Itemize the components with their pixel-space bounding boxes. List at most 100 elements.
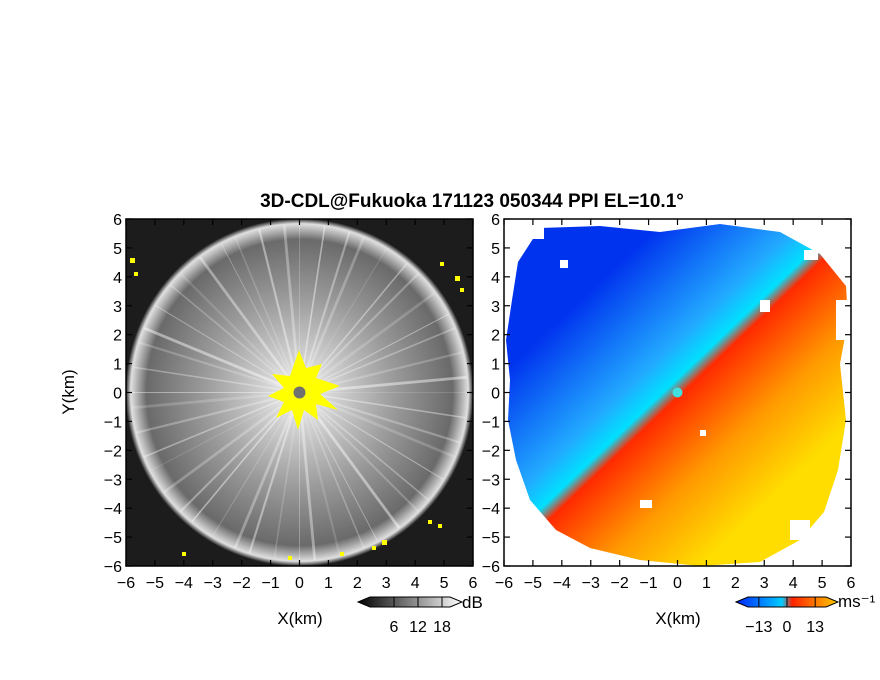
y-tick-label: 2	[491, 328, 500, 345]
velocity-tick-marks	[503, 218, 852, 567]
velocity-colorbar: −13 0 13 ms⁻¹	[734, 592, 876, 636]
y-tick-label: 0	[491, 386, 500, 403]
x-tick-label: 4	[789, 575, 798, 592]
reflectivity-colorbar: 6 12 18 dB	[356, 593, 483, 636]
velocity-radar-site-marker	[672, 387, 683, 398]
x-tick-label: −1	[261, 575, 279, 592]
reflectivity-tick-marks	[125, 218, 474, 567]
x-tick-label: 2	[353, 575, 362, 592]
y-tick-label: −6	[104, 559, 122, 576]
colorbar-tick-label: 0	[783, 619, 792, 636]
radial-streak	[298, 391, 420, 513]
y-tick-label: 5	[113, 241, 122, 258]
velocity-x-tick-labels: −6 −5 −4 −3 −2 −1 0 1 2 3 4 5 6	[495, 575, 856, 592]
y-tick-label: −5	[104, 530, 122, 547]
velocity-panel: −6 −5 −4 −3 −2 −1 0 1 2 3 4 5 6 6543210−1−2−3−4−5−6 …	[482, 212, 856, 628]
radial-streak	[136, 391, 300, 434]
x-tick-label: 5	[440, 575, 449, 592]
y-tick-label: 5	[491, 241, 500, 258]
radial-streak	[298, 272, 420, 394]
radial-streak	[258, 229, 301, 393]
y-tick-label: 6	[113, 212, 122, 229]
reflectivity-y-tick-labels: 6 5 4 3 2 1 0 −1 −2 −3 −4 −5 −6	[104, 212, 122, 576]
y-tick-label: 0	[113, 386, 122, 403]
radial-streak	[133, 366, 300, 394]
reflectivity-colorbar-unit: dB	[462, 593, 483, 612]
reflectivity-x-axis-label: X(km)	[277, 609, 322, 628]
radial-streak	[248, 392, 301, 554]
x-tick-label: −3	[582, 575, 600, 592]
x-tick-label: 0	[295, 575, 304, 592]
radial-streak	[212, 392, 300, 537]
velocity-colorbar-unit: ms⁻¹	[838, 592, 876, 611]
x-tick-label: −6	[117, 575, 135, 592]
y-tick-label: −6	[482, 559, 500, 576]
radial-streak	[298, 392, 341, 556]
reflectivity-edge-yellow-pixels	[130, 258, 464, 560]
radial-streak	[298, 231, 351, 393]
y-tick-label: 4	[491, 270, 500, 287]
x-tick-label: −5	[146, 575, 164, 592]
x-tick-label: 6	[469, 575, 478, 592]
x-tick-label: 1	[324, 575, 333, 592]
radial-streak	[298, 392, 317, 560]
y-tick-label: −5	[482, 530, 500, 547]
y-tick-label: 3	[491, 299, 500, 316]
x-tick-label: 2	[731, 575, 740, 592]
colorbar-tick-label: 13	[806, 619, 824, 636]
y-tick-label: −4	[482, 501, 500, 518]
radial-streak	[299, 392, 444, 480]
x-tick-label: −2	[611, 575, 629, 592]
reflectivity-x-tick-labels: −6 −5 −4 −3 −2 −1 0 1 2 3 4 5 6	[117, 575, 478, 592]
x-tick-label: −3	[204, 575, 222, 592]
radial-streak	[299, 391, 466, 419]
x-tick-label: −2	[233, 575, 251, 592]
reflectivity-y-axis-label: Y(km)	[59, 369, 78, 414]
x-tick-label: 3	[760, 575, 769, 592]
reflectivity-colorbar-ticks: 6 12 18	[390, 597, 451, 636]
colorbar-tick-label: 12	[409, 619, 427, 636]
reflectivity-colorbar-bar	[356, 596, 464, 608]
x-tick-label: 5	[818, 575, 827, 592]
y-tick-label: −2	[482, 443, 500, 460]
radial-streak	[298, 291, 436, 394]
y-tick-label: −3	[482, 472, 500, 489]
x-tick-label: −1	[639, 575, 657, 592]
x-tick-label: 4	[411, 575, 420, 592]
y-tick-label: 2	[113, 328, 122, 345]
radar-site-marker	[293, 386, 306, 399]
y-tick-label: −3	[104, 472, 122, 489]
velocity-colorbar-ticks: −13 0 13	[745, 597, 824, 636]
x-tick-label: −5	[524, 575, 542, 592]
reflectivity-panel: −6 −5 −4 −3 −2 −1 0 1 2 3 4 5 6 6543210−1−2−3−4−5−6 …	[59, 212, 478, 628]
colorbar-tick-label: 18	[433, 619, 451, 636]
radial-streak	[299, 313, 449, 393]
chart-title: 3D-CDL@Fukuoka 171123 050344 PPI EL=10.1…	[260, 191, 684, 212]
x-tick-label: −4	[175, 575, 193, 592]
y-tick-label: −2	[104, 443, 122, 460]
y-tick-label: 1	[491, 357, 500, 374]
radial-streak	[298, 391, 430, 501]
radial-streak	[163, 391, 301, 494]
radial-streak	[179, 272, 301, 394]
velocity-speckle-gaps	[504, 219, 851, 566]
radial-streak	[298, 392, 365, 549]
colorbar-tick-label: −13	[745, 619, 772, 636]
velocity-x-axis-label: X(km)	[655, 609, 700, 628]
radial-streak	[143, 326, 301, 394]
x-tick-label: −6	[495, 575, 513, 592]
x-tick-label: −4	[553, 575, 571, 592]
y-tick-label: 1	[113, 357, 122, 374]
y-tick-label: 4	[113, 270, 122, 287]
radial-streak	[233, 391, 301, 549]
radial-streak	[299, 392, 379, 542]
y-tick-label: −1	[482, 414, 500, 431]
x-tick-label: 3	[382, 575, 391, 592]
x-tick-label: 0	[673, 575, 682, 592]
y-tick-label: −1	[104, 414, 122, 431]
y-tick-label: −4	[104, 501, 122, 518]
radial-streak	[150, 392, 300, 472]
radial-streak	[138, 341, 300, 394]
colorbar-tick-label: 6	[390, 619, 399, 636]
